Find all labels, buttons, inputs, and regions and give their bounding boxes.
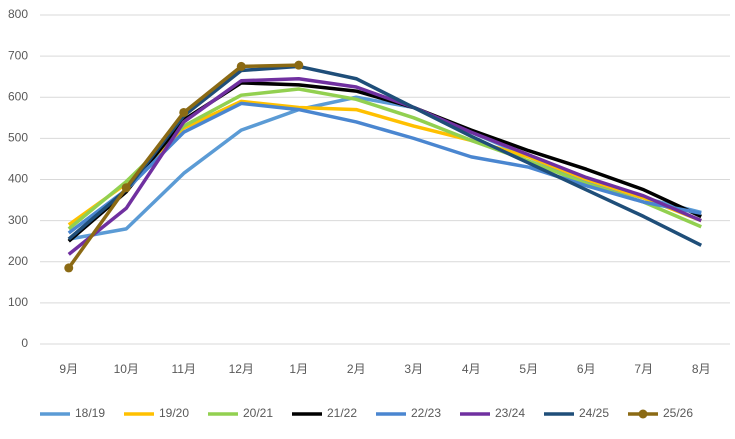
x-tick-label: 1月 bbox=[289, 362, 308, 376]
legend-label: 18/19 bbox=[75, 406, 105, 420]
x-tick-label: 3月 bbox=[404, 362, 423, 376]
series-marker bbox=[236, 61, 246, 71]
legend-label: 22/23 bbox=[411, 406, 441, 420]
series-line bbox=[67, 101, 702, 235]
legend-label: 20/21 bbox=[243, 406, 273, 420]
y-tick-label: 100 bbox=[8, 295, 28, 309]
x-tick-label: 4月 bbox=[462, 362, 481, 376]
legend-label: 24/25 bbox=[579, 406, 609, 420]
series-marker bbox=[121, 183, 131, 193]
series-marker bbox=[294, 60, 304, 70]
legend-label: 21/22 bbox=[327, 406, 357, 420]
series-line bbox=[67, 76, 702, 256]
series-line bbox=[67, 64, 703, 247]
legend-label: 23/24 bbox=[495, 406, 525, 420]
legend-label: 19/20 bbox=[159, 406, 189, 420]
x-tick-label: 10月 bbox=[114, 362, 139, 376]
series-line bbox=[67, 81, 702, 243]
series-line bbox=[67, 87, 702, 231]
legend-label: 25/26 bbox=[663, 406, 693, 420]
series-line bbox=[67, 63, 299, 269]
y-tick-label: 600 bbox=[8, 89, 28, 103]
series-line bbox=[67, 99, 702, 227]
x-tick-label: 5月 bbox=[519, 362, 538, 376]
x-tick-label: 8月 bbox=[692, 362, 711, 376]
x-tick-label: 12月 bbox=[229, 362, 254, 376]
x-tick-label: 7月 bbox=[634, 362, 653, 376]
y-tick-label: 500 bbox=[8, 131, 28, 145]
y-tick-label: 0 bbox=[21, 336, 28, 350]
y-tick-label: 300 bbox=[8, 213, 28, 227]
x-tick-label: 9月 bbox=[59, 362, 78, 376]
y-tick-label: 700 bbox=[8, 48, 28, 62]
x-tick-label: 2月 bbox=[347, 362, 366, 376]
series-marker bbox=[179, 107, 189, 117]
x-tick-label: 11月 bbox=[172, 362, 196, 376]
legend-marker bbox=[638, 409, 648, 419]
series-marker bbox=[64, 263, 74, 273]
y-tick-label: 800 bbox=[8, 7, 28, 21]
y-tick-label: 400 bbox=[8, 172, 28, 186]
y-tick-label: 200 bbox=[8, 254, 28, 268]
x-tick-label: 6月 bbox=[577, 362, 596, 376]
